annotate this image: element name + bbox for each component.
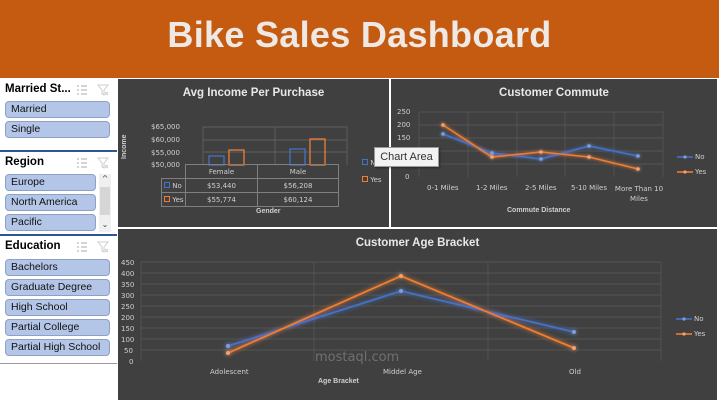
- slicer-item-partial-college[interactable]: Partial College: [5, 319, 110, 336]
- x-tick: Adolescent: [210, 368, 249, 376]
- line-plot-area: [418, 111, 693, 177]
- y-tick: 450: [121, 259, 135, 267]
- legend-key-no: [164, 181, 170, 188]
- series-name: No: [172, 181, 182, 190]
- y-tick: 0: [129, 358, 134, 366]
- cell-value: $55,774: [185, 192, 258, 207]
- slicer-education: Education Bachelors Graduate Degree High…: [0, 237, 117, 362]
- legend-no: No: [694, 315, 704, 323]
- slicer-header: Region: [0, 153, 117, 173]
- y-tick: 50: [124, 347, 133, 355]
- y-tick: 200: [397, 121, 411, 129]
- chart-avg-income[interactable]: Avg Income Per Purchase Income $65,000 $…: [118, 79, 389, 227]
- y-tick: 150: [397, 134, 411, 142]
- x-tick: More Than 10 Miles: [614, 185, 664, 203]
- category-label: Male: [257, 164, 339, 179]
- y-tick: 0: [405, 173, 410, 181]
- slicer-header: Married St...: [0, 80, 117, 100]
- slicer-item-north-america[interactable]: North America: [5, 194, 96, 211]
- watermark: mostaql.com: [315, 350, 400, 365]
- slicer-item-europe[interactable]: Europe: [5, 174, 96, 191]
- x-tick: 1-2 Miles: [476, 184, 508, 192]
- slicer-item-married[interactable]: Married: [5, 101, 110, 118]
- slicer-title: Married St...: [5, 83, 71, 95]
- x-axis-title: Commute Distance: [507, 207, 571, 214]
- legend-key-yes: [164, 195, 170, 202]
- scroll-down-icon[interactable]: ⌄: [101, 220, 109, 229]
- x-tick: Old: [569, 368, 581, 376]
- slicer-title: Education: [5, 240, 61, 252]
- x-tick: Middel Age: [383, 368, 422, 376]
- slicer-panel: Married St... Married Single Region Euro…: [0, 78, 117, 400]
- slicer-item-bachelors[interactable]: Bachelors: [5, 259, 110, 276]
- line-plot-area: [140, 261, 692, 361]
- slicer-header: Education: [0, 237, 117, 257]
- clear-filter-icon[interactable]: [97, 84, 109, 96]
- x-tick: 0-1 Miles: [427, 184, 459, 192]
- cell-value: $60,124: [257, 192, 339, 207]
- scroll-thumb[interactable]: [100, 187, 110, 215]
- slicer-item-partial-high-school[interactable]: Partial High School: [5, 339, 110, 356]
- y-tick: 100: [121, 336, 135, 344]
- y-tick: 300: [121, 292, 135, 300]
- slicer-item-pacific[interactable]: Pacific: [5, 214, 96, 231]
- chart-title: Customer Age Bracket: [355, 237, 480, 249]
- cell-value: $56,208: [257, 178, 339, 193]
- y-tick: $60,000: [151, 136, 180, 144]
- divider: [0, 234, 117, 236]
- clear-filter-icon[interactable]: [97, 157, 109, 169]
- data-table: Female Male No $53,440 $56,208 Yes $55,774 $6…: [161, 164, 339, 207]
- legend-yes: Yes: [694, 330, 706, 338]
- bar-plot-area: [202, 126, 348, 166]
- y-tick: 200: [121, 314, 135, 322]
- slicer-scrollbar[interactable]: ^ ⌄: [99, 174, 111, 232]
- slicer-item-high-school[interactable]: High School: [5, 299, 110, 316]
- slicer-item-graduate-degree[interactable]: Graduate Degree: [5, 279, 110, 296]
- clear-filter-icon[interactable]: [97, 241, 109, 253]
- chart-customer-age-bracket[interactable]: Customer Age Bracket 450 400 350 300 250…: [118, 229, 717, 400]
- dashboard-title: Bike Sales Dashboard: [167, 14, 552, 55]
- slicer-region: Region Europe North America Pacific ^ ⌄: [0, 153, 117, 233]
- y-tick: 250: [121, 303, 135, 311]
- y-tick: $65,000: [151, 123, 180, 131]
- y-tick: 350: [121, 281, 135, 289]
- x-tick: 2-5 Miles: [525, 184, 557, 192]
- y-tick: 400: [121, 270, 135, 278]
- multi-select-icon[interactable]: [76, 157, 88, 169]
- chart-customer-commute[interactable]: Customer Commute 250 200 150 100 50 0 No…: [391, 79, 717, 227]
- chart-title: Avg Income Per Purchase: [182, 87, 325, 99]
- multi-select-icon[interactable]: [76, 84, 88, 96]
- multi-select-icon[interactable]: [76, 241, 88, 253]
- scroll-up-icon[interactable]: ^: [101, 174, 109, 183]
- dashboard-header: Bike Sales Dashboard: [0, 0, 719, 78]
- divider: [0, 150, 117, 152]
- x-tick: 5-10 Miles: [571, 184, 607, 192]
- series-name: Yes: [172, 195, 184, 204]
- y-tick: $55,000: [151, 149, 180, 157]
- chart-area-tooltip: Chart Area: [374, 147, 439, 167]
- cell-value: $53,440: [185, 178, 258, 193]
- x-axis-title: Age Bracket: [318, 378, 359, 385]
- y-tick: 250: [397, 108, 411, 116]
- y-tick: 150: [121, 325, 135, 333]
- slicer-item-single[interactable]: Single: [5, 121, 110, 138]
- legend-yes: Yes: [362, 176, 382, 184]
- legend-yes: Yes: [695, 168, 707, 176]
- legend-no: No: [695, 153, 705, 161]
- x-axis-title: Gender: [256, 208, 281, 215]
- category-label: Female: [185, 164, 258, 179]
- slicer-marital-status: Married St... Married Single: [0, 80, 117, 150]
- divider: [0, 363, 117, 364]
- slicer-title: Region: [5, 156, 44, 168]
- chart-title: Customer Commute: [499, 87, 609, 99]
